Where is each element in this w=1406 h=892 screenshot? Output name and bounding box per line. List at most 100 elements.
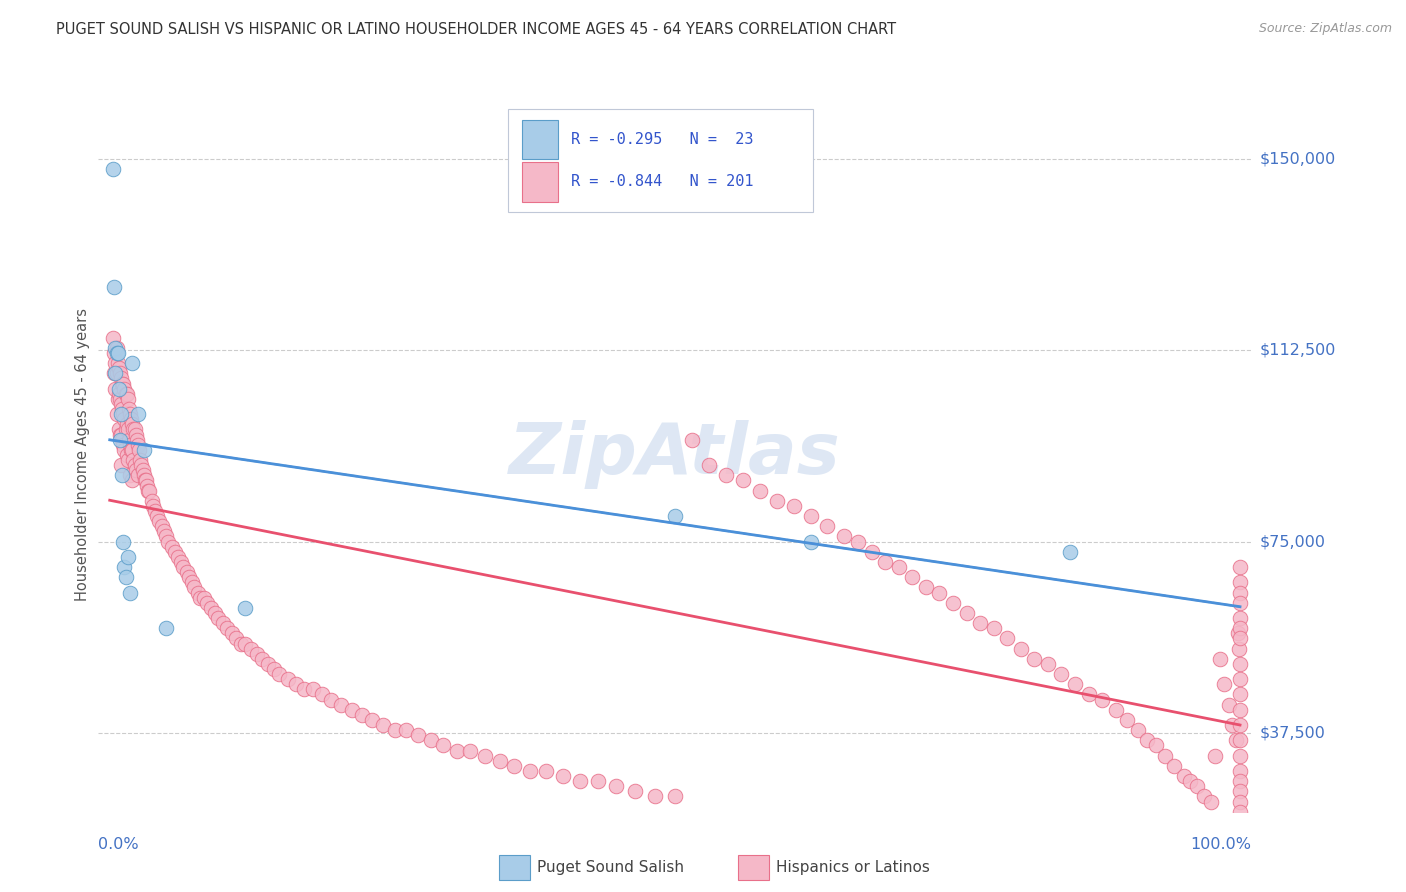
Point (135, 474, 157, 488)
Point (1010, 641, 1032, 656)
Point (1229, 774, 1251, 789)
Point (121, 417, 143, 432)
Point (105, 367, 128, 381)
Point (107, 422, 129, 436)
Point (302, 682, 325, 697)
Point (108, 367, 131, 381)
Point (969, 616, 991, 631)
Point (1128, 723, 1150, 738)
Point (110, 458, 132, 472)
Point (172, 560, 194, 574)
Point (112, 412, 135, 426)
Point (110, 397, 132, 411)
Point (221, 626, 243, 640)
Point (229, 636, 252, 650)
Point (1229, 703, 1251, 717)
Point (195, 596, 218, 610)
Point (277, 672, 299, 686)
Point (166, 549, 188, 564)
Point (157, 534, 180, 549)
Point (120, 585, 142, 599)
Point (1229, 748, 1251, 763)
Text: $37,500: $37,500 (1260, 725, 1326, 740)
Point (1213, 677, 1236, 691)
Text: $75,000: $75,000 (1260, 534, 1326, 549)
Point (586, 774, 609, 789)
Point (1229, 585, 1251, 599)
Point (1077, 688, 1099, 702)
Point (108, 427, 131, 442)
Point (419, 733, 441, 747)
Point (120, 412, 142, 426)
Text: 100.0%: 100.0% (1191, 837, 1251, 852)
Point (176, 565, 198, 579)
Point (285, 677, 308, 691)
Point (124, 458, 146, 472)
Point (138, 483, 160, 498)
Point (181, 575, 204, 590)
Point (148, 514, 170, 528)
Point (1208, 652, 1230, 666)
Point (1229, 733, 1251, 747)
Point (187, 585, 209, 599)
Point (110, 407, 132, 421)
Text: Hispanics or Latinos: Hispanics or Latinos (776, 860, 929, 874)
Point (183, 581, 205, 595)
Point (217, 621, 239, 635)
Point (120, 468, 142, 483)
Text: $112,500: $112,500 (1260, 343, 1336, 358)
Point (503, 759, 526, 773)
Point (104, 382, 127, 396)
Point (519, 764, 541, 778)
Point (664, 789, 686, 804)
Point (1185, 779, 1208, 793)
FancyBboxPatch shape (508, 109, 813, 212)
Point (160, 540, 183, 554)
Text: Puget Sound Salish: Puget Sound Salish (537, 860, 685, 874)
Point (118, 433, 141, 447)
Point (955, 606, 977, 620)
Point (146, 509, 169, 524)
Point (132, 468, 155, 483)
Point (124, 422, 146, 436)
Point (731, 474, 754, 488)
Point (1220, 718, 1243, 732)
Point (1154, 748, 1177, 763)
Point (1091, 692, 1114, 706)
Point (1024, 652, 1046, 666)
Point (1116, 713, 1139, 727)
Point (207, 611, 229, 625)
Point (1229, 764, 1251, 778)
Point (117, 453, 139, 467)
Point (432, 739, 454, 753)
Point (103, 367, 125, 381)
Point (384, 723, 406, 738)
Point (108, 433, 131, 447)
Point (714, 468, 737, 483)
Point (112, 376, 135, 391)
Point (122, 422, 145, 436)
Point (114, 422, 136, 436)
Point (141, 493, 163, 508)
Point (112, 382, 135, 396)
Point (551, 769, 574, 783)
Point (1229, 632, 1251, 646)
Point (117, 392, 139, 406)
Point (1163, 759, 1185, 773)
Point (292, 682, 315, 697)
Text: R = -0.295   N =  23: R = -0.295 N = 23 (571, 132, 754, 146)
Point (1105, 703, 1128, 717)
Point (118, 402, 141, 417)
Point (104, 367, 127, 381)
Point (846, 534, 869, 549)
Point (983, 621, 1005, 635)
Point (142, 499, 165, 513)
Point (143, 504, 166, 518)
Y-axis label: Householder Income Ages 45 - 64 years: Householder Income Ages 45 - 64 years (75, 309, 90, 601)
Point (107, 346, 129, 360)
Point (1229, 784, 1251, 798)
Point (117, 549, 139, 564)
Point (681, 433, 703, 447)
Point (799, 509, 821, 524)
Point (204, 606, 226, 620)
